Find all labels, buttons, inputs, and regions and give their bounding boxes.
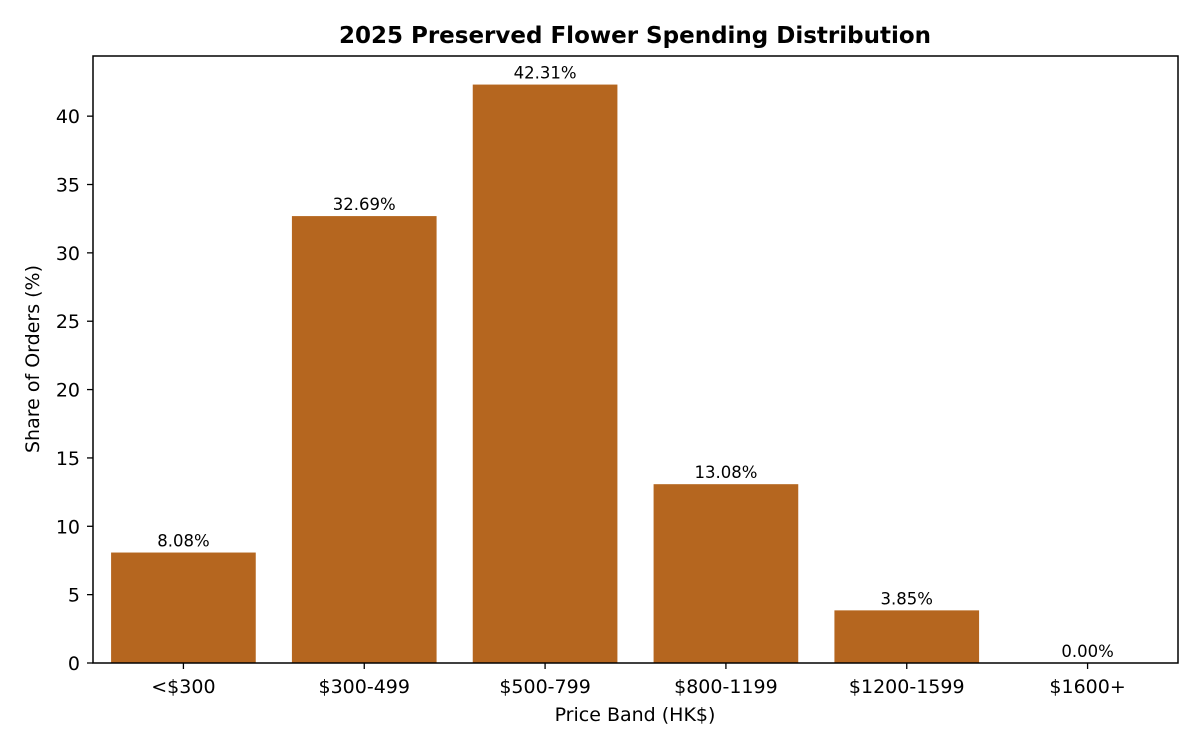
- y-tick-label: 0: [68, 653, 80, 675]
- bar: [111, 552, 256, 663]
- data-label: 13.08%: [694, 463, 757, 482]
- bars-group: [111, 84, 980, 663]
- x-axis: <$300 $300-499 $500-799 $800-1199 $1200-1599…: [151, 663, 1126, 698]
- data-label: 32.69%: [333, 195, 396, 214]
- y-axis: 0 5 10 15 20 25 30 35 40: [56, 106, 93, 675]
- x-tick-label: $500-799: [499, 676, 590, 698]
- x-tick-label: <$300: [151, 676, 215, 698]
- y-tick-label: 10: [56, 516, 80, 538]
- data-label: 0.00%: [1061, 642, 1113, 661]
- chart-title: 2025 Preserved Flower Spending Distribut…: [339, 23, 931, 49]
- bar: [834, 610, 980, 663]
- y-tick-label: 15: [56, 448, 80, 470]
- y-tick-label: 25: [56, 311, 80, 333]
- x-tick-label: $300-499: [319, 676, 410, 698]
- x-axis-label: Price Band (HK$): [555, 704, 716, 726]
- data-label: 8.08%: [157, 532, 209, 551]
- y-tick-label: 20: [56, 380, 80, 402]
- y-axis-label: Share of Orders (%): [22, 265, 44, 453]
- y-tick-label: 30: [56, 243, 80, 265]
- bar: [291, 216, 437, 663]
- x-tick-label: $1200-1599: [849, 676, 965, 698]
- bar: [653, 484, 799, 663]
- y-tick-label: 5: [68, 585, 80, 607]
- plot-frame: [92, 55, 1179, 664]
- y-tick-label: 35: [56, 175, 80, 197]
- data-label: 3.85%: [881, 589, 933, 608]
- x-tick-label: $800-1199: [674, 676, 778, 698]
- y-tick-label: 40: [56, 106, 80, 128]
- data-label: 42.31%: [514, 64, 577, 83]
- x-tick-label: $1600+: [1049, 676, 1125, 698]
- data-labels-group: 8.08% 32.69% 42.31% 13.08% 3.85% 0.00%: [157, 64, 1114, 661]
- bar: [472, 84, 618, 663]
